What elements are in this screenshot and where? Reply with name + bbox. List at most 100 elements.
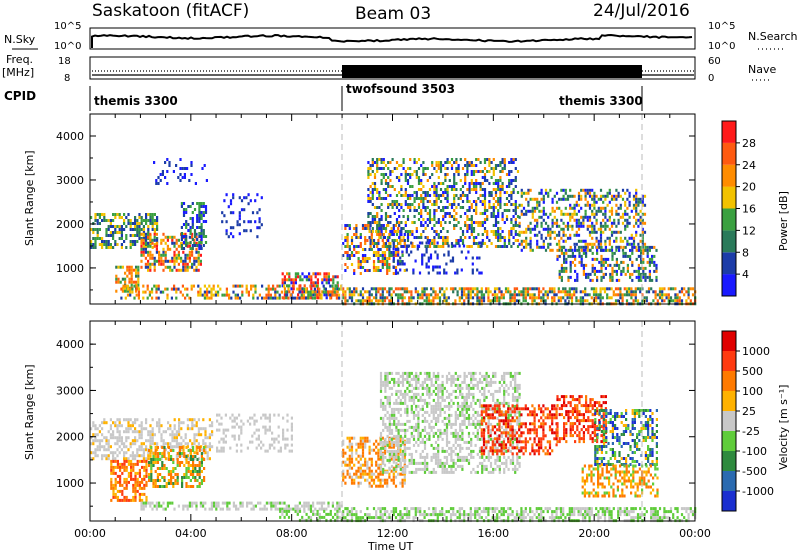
- velocity-echo-cell: [370, 484, 373, 488]
- power-echo-cell: [470, 182, 473, 185]
- power-echo-cell: [577, 245, 581, 249]
- power-echo-cell: [499, 227, 502, 230]
- power-echo-cell: [329, 293, 332, 297]
- power-echo-cell: [415, 170, 418, 173]
- velocity-echo-cell: [312, 504, 315, 508]
- velocity-echo-cell: [282, 437, 285, 441]
- power-echo-cell: [585, 263, 588, 267]
- power-echo-cell: [383, 263, 387, 266]
- velocity-echo-cell: [271, 431, 274, 435]
- power-echo-cell: [193, 238, 196, 242]
- velocity-echo-cell: [161, 476, 164, 479]
- power-echo-cell: [457, 170, 460, 173]
- power-echo-cell: [401, 296, 404, 300]
- power-echo-cell: [252, 293, 255, 297]
- power-echo-cell: [457, 197, 460, 200]
- power-echo-cell: [421, 293, 424, 297]
- power-echo-cell: [610, 224, 614, 228]
- power-echo-cell: [348, 290, 351, 294]
- power-echo-cell: [411, 185, 414, 188]
- velocity-echo-cell: [118, 439, 121, 443]
- power-echo-cell: [258, 226, 261, 230]
- power-echo-cell: [173, 287, 176, 291]
- power-echo-cell: [424, 221, 427, 224]
- velocity-echo-cell: [127, 421, 130, 425]
- power-echo-cell: [114, 243, 117, 246]
- velocity-echo-cell: [125, 483, 128, 487]
- velocity-echo-cell: [334, 518, 337, 522]
- velocity-echo-cell: [361, 436, 365, 440]
- velocity-echo-cell: [134, 492, 137, 496]
- power-echo-cell: [643, 296, 646, 300]
- velocity-echo-cell: [187, 470, 190, 473]
- power-echo-cell: [596, 248, 599, 252]
- power-echo-cell: [127, 213, 130, 216]
- power-echo-cell: [628, 203, 631, 207]
- power-echo-cell: [564, 248, 567, 252]
- power-echo-cell: [200, 229, 203, 232]
- velocity-echo-cell: [204, 442, 207, 446]
- power-echo-cell: [591, 188, 594, 192]
- power-echo-cell: [118, 228, 121, 231]
- velocity-echo-cell: [118, 418, 121, 422]
- power-echo-cell: [510, 230, 513, 233]
- velocity-echo-cell: [368, 481, 371, 485]
- power-echo-cell: [486, 209, 489, 212]
- power-echo-cell: [131, 287, 134, 291]
- power-x-ticks: [89, 114, 696, 304]
- velocity-echo-cell: [123, 430, 126, 434]
- power-echo-cell: [424, 236, 427, 239]
- velocity-echo-cell: [167, 458, 170, 461]
- velocity-echo-cell: [206, 454, 209, 458]
- power-echo-cell: [468, 236, 471, 239]
- power-echo-cell: [471, 271, 474, 275]
- power-echo-cell: [423, 290, 426, 294]
- power-echo-cell: [373, 185, 377, 188]
- velocity-echo-cell: [361, 451, 365, 455]
- power-echo-cell: [316, 296, 319, 300]
- velocity-echo-cell: [164, 430, 167, 434]
- power-echo-cell: [453, 200, 456, 203]
- power-echo-cell: [120, 296, 123, 300]
- velocity-echo-cell: [134, 486, 137, 490]
- power-echo-cell: [292, 281, 295, 285]
- velocity-echo-cell: [112, 430, 115, 434]
- power-echo-cell: [483, 158, 487, 161]
- velocity-echo-cell: [192, 476, 195, 479]
- power-echo-cell: [234, 293, 237, 297]
- power-echo-cell: [483, 242, 487, 245]
- power-echo-cell: [619, 287, 622, 291]
- power-echo-cell: [426, 194, 429, 197]
- power-echo-cell: [129, 219, 132, 222]
- velocity-echo-cell: [134, 477, 137, 481]
- power-echo-cell: [377, 269, 380, 272]
- power-echo-cell: [520, 242, 523, 246]
- power-echo-cell: [376, 206, 379, 209]
- power-echo-cell: [529, 248, 532, 252]
- power-echo-cell: [388, 254, 391, 257]
- power-echo-cell: [522, 191, 526, 195]
- power-echo-cell: [389, 170, 392, 173]
- power-echo-cell: [632, 293, 635, 297]
- velocity-echo-cell: [114, 480, 117, 484]
- velocity-echo-cell: [316, 512, 319, 516]
- power-echo-cell: [518, 230, 521, 234]
- power-echo-cell: [302, 296, 305, 300]
- power-echo-cell: [470, 203, 473, 206]
- power-echo-cell: [442, 239, 445, 242]
- velocity-echo-cell: [183, 476, 186, 479]
- power-echo-cell: [188, 265, 191, 269]
- power-echo-cell: [562, 239, 565, 243]
- power-echo-cell: [479, 182, 482, 185]
- power-echo-cell: [344, 299, 347, 303]
- power-echo-cell: [109, 234, 112, 237]
- power-echo-cell: [361, 293, 365, 297]
- power-echo-cell: [197, 256, 200, 260]
- power-echo-cell: [180, 232, 183, 235]
- power-echo-cell: [563, 266, 566, 270]
- power-echo-cell: [486, 236, 489, 239]
- power-echo-cell: [542, 212, 545, 216]
- velocity-echo-cell: [145, 457, 148, 461]
- power-echo-cell: [647, 290, 651, 294]
- velocity-echo-cell: [200, 464, 203, 467]
